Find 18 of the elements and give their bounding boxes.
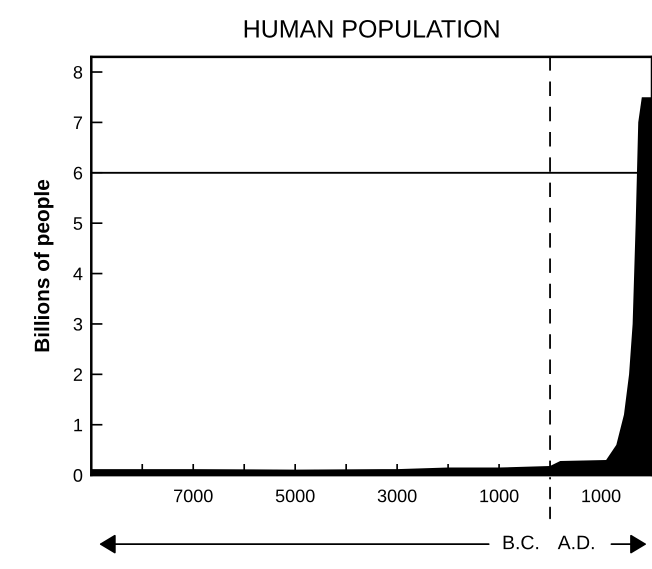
y-tick-label: 1	[74, 418, 82, 432]
chart-title: HUMAN POPULATION	[244, 20, 499, 38]
y-axis-title: Billions of people	[34, 180, 54, 352]
y-tick-label: 6	[74, 166, 82, 180]
y-tick-label: 5	[74, 217, 82, 230]
y-tick-label: 8	[74, 66, 82, 79]
text: B.C.	[504, 536, 538, 550]
x-tick-label: 1000	[582, 489, 620, 502]
y-tick-label: 2	[74, 368, 82, 381]
y-tick-label: 4	[73, 268, 82, 280]
x-tick-label: 5000	[276, 489, 315, 502]
y-tick-label: 7	[74, 116, 82, 129]
y-tick-label: 0	[74, 469, 82, 482]
x-tick-label: 3000	[378, 489, 417, 502]
text: A.D.	[558, 536, 594, 550]
x-tick-label: 7000	[174, 489, 213, 502]
y-tick-label: 3	[74, 318, 82, 331]
x-tick-label: 1000	[480, 489, 518, 502]
